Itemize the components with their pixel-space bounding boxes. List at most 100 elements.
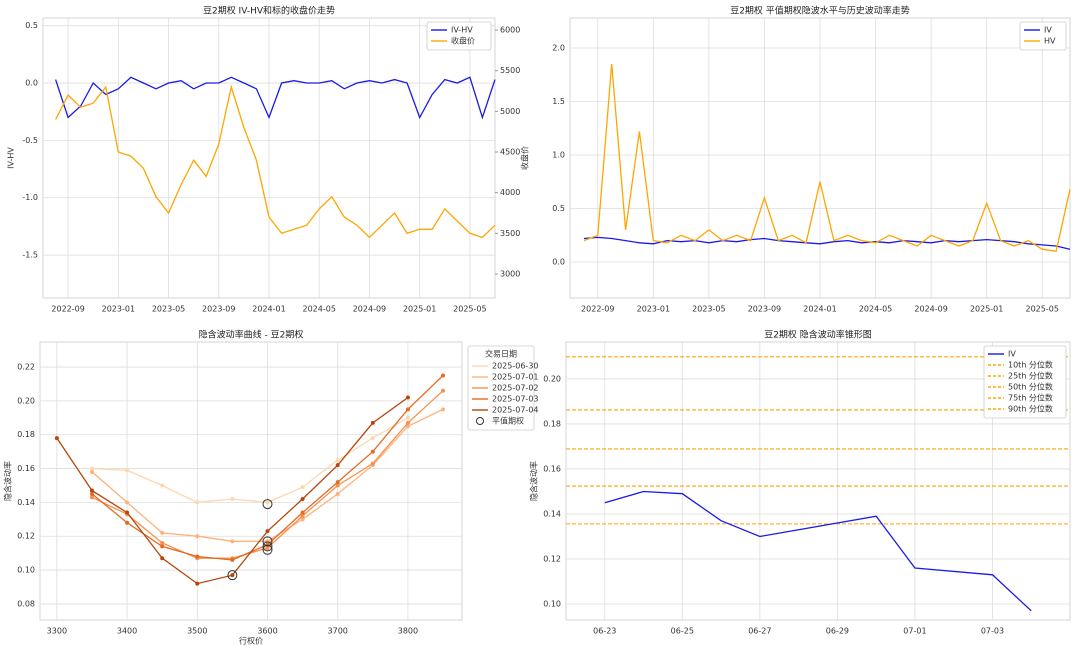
series-line — [583, 236, 1071, 250]
y-tick-label: 0.14 — [543, 509, 561, 518]
point — [125, 510, 130, 515]
x-tick-label: 07-01 — [903, 627, 926, 636]
y-tick-label: 0.08 — [17, 599, 35, 608]
y-tick-label: 0.20 — [17, 396, 35, 405]
legend-label: 2025-07-04 — [492, 406, 539, 415]
point — [54, 436, 59, 441]
point — [125, 500, 130, 505]
x-tick-label: 3700 — [328, 627, 348, 636]
legend-label: 2025-07-03 — [492, 395, 539, 404]
legend-label: 50th 分位数 — [1008, 382, 1053, 392]
point — [230, 557, 235, 562]
x-tick-label: 2025-01 — [403, 305, 436, 314]
legend-box — [426, 21, 492, 51]
point — [300, 517, 305, 522]
point — [160, 541, 165, 546]
legend-label: IV-HV — [451, 26, 473, 35]
series-line — [604, 490, 1032, 612]
legend-label: 10th 分位数 — [1008, 360, 1053, 370]
series-line — [91, 417, 409, 504]
x-tick-label: 2023-05 — [152, 305, 185, 314]
legend-label: 2025-06-30 — [492, 362, 539, 371]
x-tick-label: 2025-05 — [1026, 305, 1059, 314]
point — [441, 388, 446, 393]
y-tick-label: 2.0 — [552, 43, 565, 52]
x-tick-label: 2024-05 — [303, 305, 336, 314]
point — [370, 461, 375, 466]
x-tick-label: 3800 — [398, 627, 418, 636]
point — [195, 581, 200, 586]
x-tick-label: 2023-09 — [202, 305, 235, 314]
legend-label: 75th 分位数 — [1008, 393, 1053, 403]
point — [160, 530, 165, 535]
atm-point — [262, 499, 273, 510]
x-tick-label: 3400 — [117, 627, 137, 636]
point — [230, 497, 235, 502]
point — [405, 424, 410, 429]
legend-label: IV — [1044, 26, 1052, 35]
point — [370, 436, 375, 441]
x-tick-label: 2024-09 — [914, 305, 947, 314]
point — [441, 407, 446, 412]
point — [195, 534, 200, 539]
y-tick-label: 0.0 — [552, 258, 565, 267]
point — [335, 480, 340, 485]
plot-area — [39, 341, 463, 621]
y2-tick-label: 5500 — [500, 66, 520, 75]
y-axis-label: 隐含波动率 — [529, 461, 539, 501]
point — [195, 500, 200, 505]
legend-label: IV — [1008, 350, 1016, 359]
x-tick-label: 07-03 — [981, 627, 1004, 636]
y2-tick-label: 3000 — [500, 270, 520, 279]
legend-box — [1019, 21, 1067, 51]
chart-title: 豆2期权 隐含波动率锥形图 — [764, 329, 872, 341]
point — [300, 485, 305, 490]
legend-label: 25th 分位数 — [1008, 371, 1053, 381]
y-tick-label: 0.10 — [17, 566, 35, 575]
series-line — [583, 63, 1071, 253]
x-tick-label: 2024-09 — [353, 305, 386, 314]
y-tick-label: 1.0 — [552, 151, 565, 160]
legend-box — [467, 345, 535, 431]
legend-title: 交易日期 — [485, 349, 517, 359]
point — [89, 466, 94, 471]
y2-tick-label: 4000 — [500, 188, 520, 197]
y-tick-label: -1.0 — [22, 193, 38, 202]
y-tick-label: 0.12 — [543, 554, 561, 563]
legend-label: 2025-07-02 — [492, 384, 539, 393]
point — [230, 539, 235, 544]
point — [89, 469, 94, 474]
chart-title: 豆2期权 平值期权隐波水平与历史波动率走势 — [730, 5, 910, 17]
y-tick-label: 0.5 — [552, 204, 565, 213]
legend-label: 平值期权 — [492, 416, 524, 426]
x-tick-label: 3500 — [187, 627, 207, 636]
point — [300, 497, 305, 502]
y2-tick-label: 4500 — [500, 148, 520, 157]
y-tick-label: -1.5 — [22, 251, 38, 260]
x-tick-label: 06-25 — [671, 627, 694, 636]
y-tick-label: 0.18 — [543, 419, 561, 428]
y-tick-label: 0.16 — [17, 464, 35, 473]
x-tick-label: 3300 — [47, 627, 67, 636]
y-tick-label: 0.16 — [543, 464, 561, 473]
atm-point — [262, 536, 273, 547]
x-tick-label: 06-23 — [593, 627, 616, 636]
x-tick-label: 2023-01 — [102, 305, 135, 314]
point — [160, 483, 165, 488]
point — [89, 491, 94, 496]
point — [335, 463, 340, 468]
point — [125, 468, 130, 473]
point — [335, 491, 340, 496]
point — [230, 573, 235, 578]
y-tick-label: 0.22 — [17, 363, 35, 372]
x-axis-label: 行权价 — [239, 636, 263, 646]
y2-tick-label: 5000 — [500, 107, 520, 116]
x-tick-label: 2025-01 — [970, 305, 1003, 314]
point — [335, 483, 340, 488]
legend-label: 收盘价 — [451, 36, 475, 46]
y-tick-label: 0.10 — [543, 600, 561, 609]
chart-title: 隐含波动率曲线 - 豆2期权 — [199, 329, 304, 341]
point — [370, 420, 375, 425]
point — [195, 554, 200, 559]
